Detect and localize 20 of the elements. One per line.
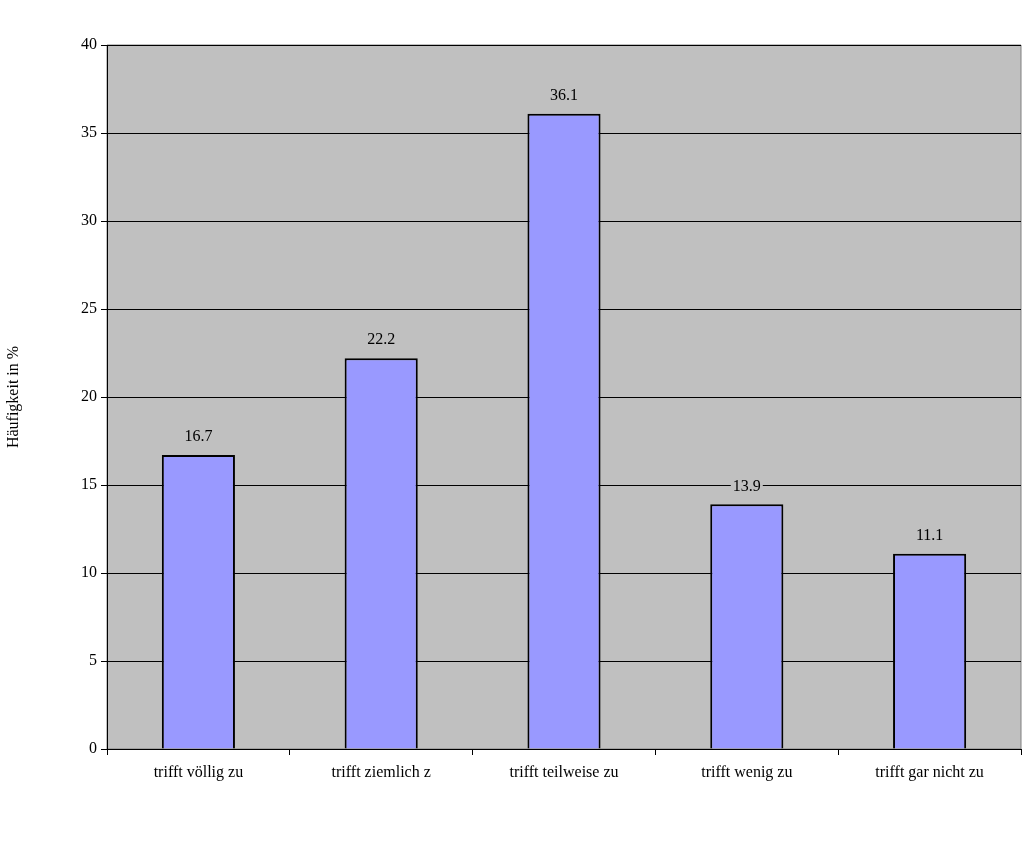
x-tick-label: trifft teilweise zu: [509, 762, 619, 780]
y-tick-label: 25: [81, 299, 97, 317]
y-tick-label: 30: [81, 211, 97, 229]
y-tick-label: 15: [81, 475, 97, 493]
y-tick-label: 40: [81, 35, 97, 53]
data-label: 16.7: [184, 427, 213, 445]
y-tick-label: 0: [89, 739, 97, 757]
y-tick-label: 35: [81, 123, 97, 141]
y-axis-title: Häufigkeit in %: [3, 345, 22, 449]
x-tick-label: trifft wenig zu: [701, 762, 793, 781]
y-tick-label: 20: [81, 387, 97, 405]
y-tick-label: 5: [89, 651, 97, 669]
x-tick-label: trifft völlig zu: [153, 762, 244, 781]
data-label: 22.2: [367, 330, 396, 348]
data-label: 13.9: [732, 476, 761, 494]
y-tick-label: 10: [81, 563, 97, 581]
data-label: 11.1: [915, 525, 944, 543]
x-tick-label: trifft ziemlich z: [331, 762, 431, 780]
x-tick-label: trifft gar nicht zu: [875, 762, 984, 781]
data-label: 36.1: [550, 85, 578, 103]
